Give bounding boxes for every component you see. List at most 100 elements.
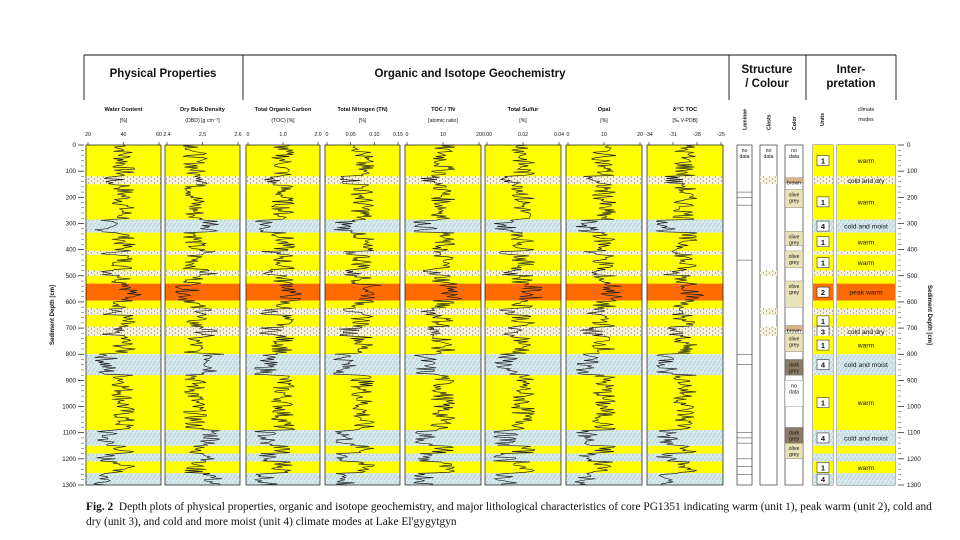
interval-band (246, 354, 320, 376)
unit-label-box (816, 236, 830, 248)
column-tick-label: 2.4 (163, 132, 170, 138)
mode-band (837, 270, 895, 276)
profile-line (655, 144, 705, 486)
depth-axis-left: 0 100 200 300 400 500 600 700 800 900 1000 1100 1200… (62, 142, 84, 489)
panel-6: Total Sulfur [%] 0.00 0.02 0.04 (482, 107, 564, 486)
profile-line (93, 144, 142, 486)
interval-band (165, 354, 240, 376)
interval-band (405, 315, 481, 327)
column-tick-label: 2.5 (199, 132, 206, 138)
depth-tick-label: 100 (66, 168, 77, 175)
unit-label: 4 (821, 222, 826, 231)
column-unit: (DBD) [g cm⁻³] (185, 118, 220, 124)
structure-column-title: Clasts (767, 114, 773, 130)
mode-band (837, 354, 895, 376)
unit-label: 1 (821, 259, 825, 268)
interval-band (485, 315, 561, 327)
data-panels: Water Content [%] 20 40 60 Dry Bulk Density (D… (85, 106, 725, 486)
column-unit: [%] (519, 118, 527, 124)
climate-mode-label: cold and moist (844, 362, 888, 369)
depth-tick-label: 500 (66, 273, 77, 280)
unit-band (813, 445, 833, 454)
interval-band (165, 453, 240, 462)
interval-band (325, 308, 400, 315)
interval-band (246, 326, 320, 336)
interval-band (86, 176, 161, 185)
interval-band (246, 473, 320, 485)
unit-label: 1 (821, 238, 825, 247)
interval-band (566, 250, 642, 255)
interval-band (485, 300, 561, 309)
colour-band (784, 231, 804, 246)
interval-band (86, 219, 161, 233)
interval-band (86, 326, 161, 336)
profile-line (574, 144, 623, 486)
column-unit: [%] (359, 118, 367, 124)
colour-label: grey (789, 198, 799, 204)
interval-band (647, 176, 723, 185)
interval-band (86, 473, 161, 485)
interval-band (325, 176, 400, 185)
clasts-band (760, 176, 777, 185)
column-title: Water Content (104, 107, 142, 113)
colour-band (784, 177, 804, 184)
depth-tick-label: 200 (907, 194, 918, 201)
interval-band (485, 375, 561, 431)
modes-column-title-2: modes (858, 117, 874, 123)
unit-label-box (816, 359, 830, 370)
interval-band (405, 145, 481, 177)
mode-band (837, 375, 895, 431)
interval-band (165, 375, 240, 431)
interval-band (485, 219, 561, 233)
climate-mode-label: warm (857, 465, 875, 472)
interval-band (405, 375, 481, 431)
interval-band (325, 453, 400, 462)
clasts-band (760, 270, 777, 276)
panel-1: Water Content [%] 20 40 60 (85, 107, 162, 486)
interval-band (165, 176, 240, 185)
interval-band (165, 275, 240, 284)
mode-band (837, 430, 895, 446)
mode-band (837, 445, 895, 454)
interval-band (86, 461, 161, 474)
interval-band (485, 250, 561, 255)
unit-band (813, 275, 833, 284)
unit-label: 1 (821, 399, 825, 408)
column-title: Total Sulfur (508, 107, 539, 113)
colour-label: olive (789, 234, 800, 240)
column-unit: [%] (120, 118, 128, 124)
interval-band (647, 461, 723, 474)
column-title: Dry Bulk Density (180, 107, 226, 113)
interval-band (566, 375, 642, 431)
interval-band (566, 473, 642, 485)
colour-label: olive (789, 336, 800, 342)
interval-band (86, 250, 161, 255)
depth-tick-label: 1000 (907, 404, 921, 411)
unit-label-box (816, 257, 830, 268)
column-tick-label: -34 (645, 132, 653, 138)
interval-band (86, 430, 161, 446)
interval-band (405, 250, 481, 255)
interval-band (647, 270, 723, 276)
interval-band (566, 270, 642, 276)
interval-band (405, 184, 481, 220)
header-frame (83, 54, 897, 100)
mode-band (837, 250, 895, 255)
colour-label: grey (789, 240, 799, 246)
interval-band (405, 308, 481, 315)
column-tick-label: 0 (247, 132, 250, 138)
unit-label: 4 (821, 361, 826, 370)
panel-2: Dry Bulk Density (DBD) [g cm⁻³] 2.4 2.5 2.6 (163, 107, 242, 486)
interval-band (405, 461, 481, 474)
column-tick-label: 1.0 (279, 132, 286, 138)
mode-band (837, 335, 895, 355)
interval-band (246, 176, 320, 185)
mode-band (837, 283, 895, 301)
interval-band (325, 335, 400, 355)
unit-label-box (816, 196, 830, 208)
interval-band (325, 219, 400, 233)
column-tick-label: 40 (121, 132, 127, 138)
unit-label-box (816, 155, 830, 166)
interval-band (246, 461, 320, 474)
column-unit: [atomic ratio] (428, 118, 458, 124)
